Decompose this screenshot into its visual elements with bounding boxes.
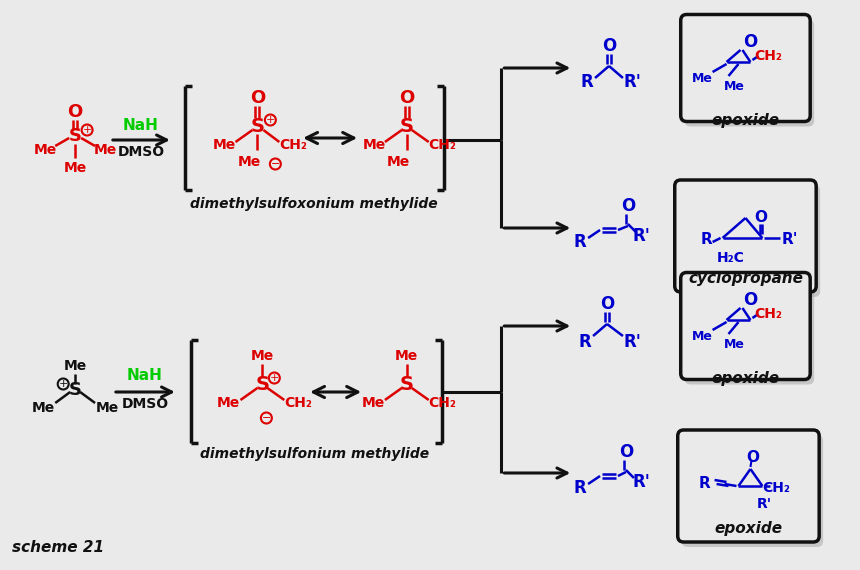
Text: NaH: NaH xyxy=(127,368,163,384)
Text: Me: Me xyxy=(396,349,419,363)
Text: Me: Me xyxy=(64,161,87,175)
Text: O: O xyxy=(746,450,759,465)
Text: O: O xyxy=(743,291,758,309)
FancyBboxPatch shape xyxy=(685,19,814,127)
FancyBboxPatch shape xyxy=(679,185,820,297)
FancyBboxPatch shape xyxy=(681,14,810,121)
Text: dimethylsulfoxonium methylide: dimethylsulfoxonium methylide xyxy=(190,197,438,211)
Text: H₂C: H₂C xyxy=(716,251,745,265)
Text: CH₂: CH₂ xyxy=(754,49,783,63)
Text: R: R xyxy=(701,233,712,247)
Text: O: O xyxy=(399,89,415,107)
Text: O: O xyxy=(754,210,767,226)
Text: O: O xyxy=(602,37,616,55)
Text: O: O xyxy=(743,33,758,51)
Text: S: S xyxy=(400,374,414,393)
Text: DMSO: DMSO xyxy=(121,397,169,411)
Text: DMSO: DMSO xyxy=(117,145,164,159)
Text: epoxide: epoxide xyxy=(711,112,779,128)
Text: R': R' xyxy=(624,333,642,351)
Text: +: + xyxy=(266,115,275,125)
Text: CH₂: CH₂ xyxy=(429,396,457,410)
Text: Me: Me xyxy=(217,396,240,410)
Text: R: R xyxy=(698,477,710,491)
Text: S: S xyxy=(255,374,269,393)
Text: Me: Me xyxy=(692,71,713,84)
Text: NaH: NaH xyxy=(123,119,159,133)
Text: Me: Me xyxy=(213,138,237,152)
FancyBboxPatch shape xyxy=(685,278,814,385)
Text: R': R' xyxy=(782,233,799,247)
Text: CH₂: CH₂ xyxy=(285,396,312,410)
Text: Me: Me xyxy=(64,359,87,373)
Text: R': R' xyxy=(624,73,642,91)
Text: S: S xyxy=(69,127,82,145)
Text: CH₂: CH₂ xyxy=(280,138,307,152)
Text: R: R xyxy=(580,73,593,91)
Text: S: S xyxy=(400,116,414,136)
Text: Me: Me xyxy=(94,143,117,157)
FancyBboxPatch shape xyxy=(678,430,820,542)
Text: CH₂: CH₂ xyxy=(429,138,457,152)
Text: +: + xyxy=(83,125,92,135)
FancyBboxPatch shape xyxy=(682,435,823,547)
Text: O: O xyxy=(249,89,265,107)
Text: epoxide: epoxide xyxy=(711,370,779,385)
Text: Me: Me xyxy=(361,396,384,410)
Text: Me: Me xyxy=(362,138,385,152)
Text: +: + xyxy=(58,379,68,389)
Text: Me: Me xyxy=(387,155,410,169)
Text: R': R' xyxy=(633,473,651,491)
Text: Me: Me xyxy=(95,401,119,415)
Text: Me: Me xyxy=(692,329,713,343)
Text: scheme 21: scheme 21 xyxy=(12,540,104,556)
Text: O: O xyxy=(621,197,635,215)
Text: Me: Me xyxy=(238,155,261,169)
FancyBboxPatch shape xyxy=(681,272,810,380)
Text: Me: Me xyxy=(251,349,274,363)
Text: O: O xyxy=(68,103,83,121)
Text: CH₂: CH₂ xyxy=(763,481,790,495)
Text: cyclopropane: cyclopropane xyxy=(688,271,803,286)
Text: Me: Me xyxy=(724,337,745,351)
Text: −: − xyxy=(261,413,271,423)
Text: dimethylsulfonium methylide: dimethylsulfonium methylide xyxy=(200,447,429,461)
Text: +: + xyxy=(270,373,279,383)
Text: Me: Me xyxy=(34,143,57,157)
Text: O: O xyxy=(600,295,614,313)
Text: R': R' xyxy=(757,497,772,511)
Text: R: R xyxy=(579,333,592,351)
Text: epoxide: epoxide xyxy=(715,520,783,535)
Text: O: O xyxy=(619,443,633,461)
Text: R: R xyxy=(574,479,587,497)
Text: S: S xyxy=(250,116,264,136)
FancyBboxPatch shape xyxy=(675,180,816,292)
Text: R': R' xyxy=(633,227,651,245)
Text: CH₂: CH₂ xyxy=(754,307,783,321)
Text: −: − xyxy=(271,159,280,169)
Text: S: S xyxy=(69,381,82,399)
Text: Me: Me xyxy=(32,401,55,415)
Text: R: R xyxy=(574,233,587,251)
Text: Me: Me xyxy=(724,79,745,92)
